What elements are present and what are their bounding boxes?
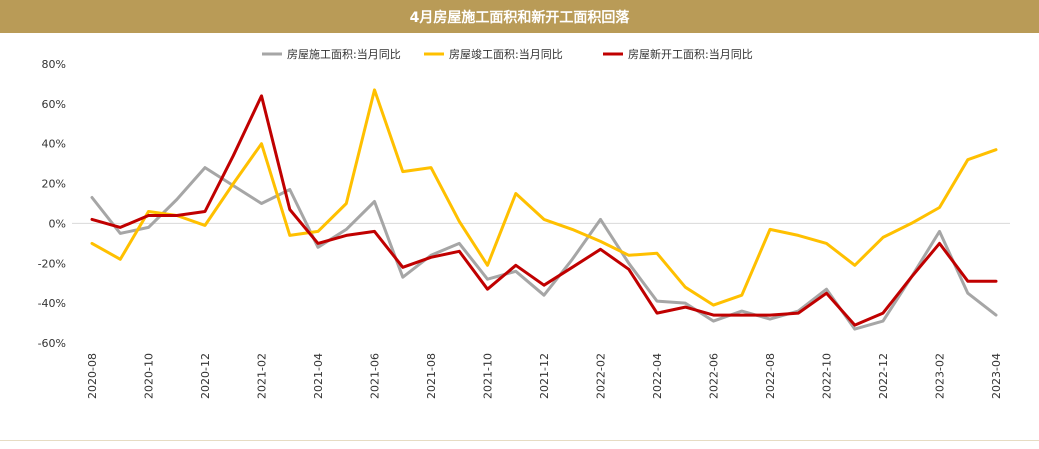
x-tick-label: 2022-04 [651, 353, 664, 399]
x-tick-label: 2022-06 [708, 353, 721, 399]
x-tick-label: 2020-10 [143, 353, 156, 399]
x-tick-label: 2022-08 [764, 353, 777, 399]
x-tick-label: 2023-02 [934, 353, 947, 399]
x-tick-label: 2021-08 [425, 353, 438, 399]
x-tick-label: 2020-12 [199, 353, 212, 399]
legend-label-3: 房屋新开工面积:当月同比 [628, 47, 753, 61]
x-tick-label: 2023-04 [990, 353, 1003, 399]
legend-label-2: 房屋竣工面积:当月同比 [449, 47, 563, 61]
y-tick-label: 40% [42, 138, 66, 151]
title-bar: 4月房屋施工面积和新开工面积回落 [0, 0, 1039, 33]
x-tick-label: 2021-06 [369, 353, 382, 399]
y-tick-label: 20% [42, 178, 66, 191]
x-tick-label: 2022-12 [877, 353, 890, 399]
y-tick-label: -60% [38, 337, 66, 350]
x-tick-label: 2020-08 [86, 353, 99, 399]
x-tick-label: 2021-12 [538, 353, 551, 399]
x-tick-label: 2021-10 [482, 353, 495, 399]
legend-label-1: 房屋施工面积:当月同比 [287, 47, 401, 61]
y-tick-label: 60% [42, 98, 66, 111]
x-tick-label: 2022-10 [821, 353, 834, 399]
y-tick-label: 80% [42, 58, 66, 71]
series-line-2 [90, 88, 998, 307]
chart-area: -60% -40% -20% 0% 20% 40% 60% 80% 2020-08 2020-10… [0, 33, 1039, 445]
x-tick-label: 2021-04 [312, 353, 325, 399]
chart-title: 4月房屋施工面积和新开工面积回落 [409, 9, 630, 26]
line-chart: -60% -40% -20% 0% 20% 40% 60% 80% 2020-08 2020-10… [38, 47, 1010, 399]
y-tick-label: -20% [38, 257, 66, 270]
x-tick-label: 2022-02 [595, 353, 608, 399]
bottom-divider [0, 440, 1039, 441]
y-tick-label: 0% [49, 217, 66, 230]
series-line-3 [90, 94, 998, 327]
x-tick-label: 2021-02 [256, 353, 269, 399]
y-tick-label: -40% [38, 297, 66, 310]
